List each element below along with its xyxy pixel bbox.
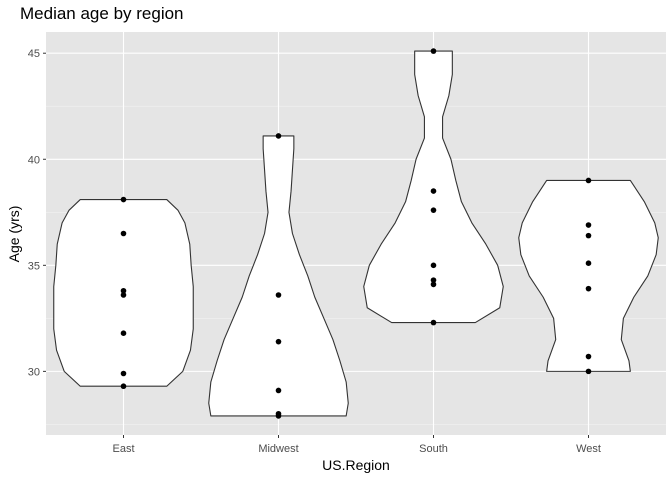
data-point [430,319,437,326]
y-axis: 30 35 40 45 [28,48,46,378]
data-point [585,368,592,375]
data-point [430,207,437,213]
data-point [120,383,127,390]
data-point [120,330,127,336]
data-point [275,133,282,139]
data-point [430,277,437,283]
chart-title: Median age by region [20,4,184,23]
y-tick-label: 40 [28,154,40,166]
data-point [120,196,127,203]
data-point [585,260,592,266]
violins [53,50,659,417]
data-point [585,353,592,360]
data-point [585,222,592,228]
data-point [120,287,127,294]
x-axis-title: US.Region [322,457,390,473]
y-tick-label: 45 [28,48,40,60]
y-axis-title: Age (yrs) [6,206,22,263]
data-point [430,262,437,269]
data-point [275,387,282,394]
violin-midwest [208,135,349,417]
data-point [430,188,437,194]
data-points [120,48,592,419]
data-point [120,292,127,298]
data-point [430,281,437,288]
data-point [585,285,592,292]
x-tick-label: East [112,443,134,455]
data-point [585,232,592,239]
violin-west [518,179,659,372]
x-tick-label: West [576,443,601,455]
violin-south [363,50,504,324]
y-tick-label: 35 [28,260,40,272]
data-point [120,370,127,377]
x-tick-label: South [419,443,448,455]
data-point [275,338,282,345]
x-axis: East Midwest South West [112,435,601,455]
data-point [430,48,437,54]
data-point [275,292,282,298]
data-point [275,413,282,419]
y-tick-label: 30 [28,366,40,378]
data-point [120,230,127,237]
data-point [585,177,592,184]
x-tick-label: Midwest [258,443,298,455]
